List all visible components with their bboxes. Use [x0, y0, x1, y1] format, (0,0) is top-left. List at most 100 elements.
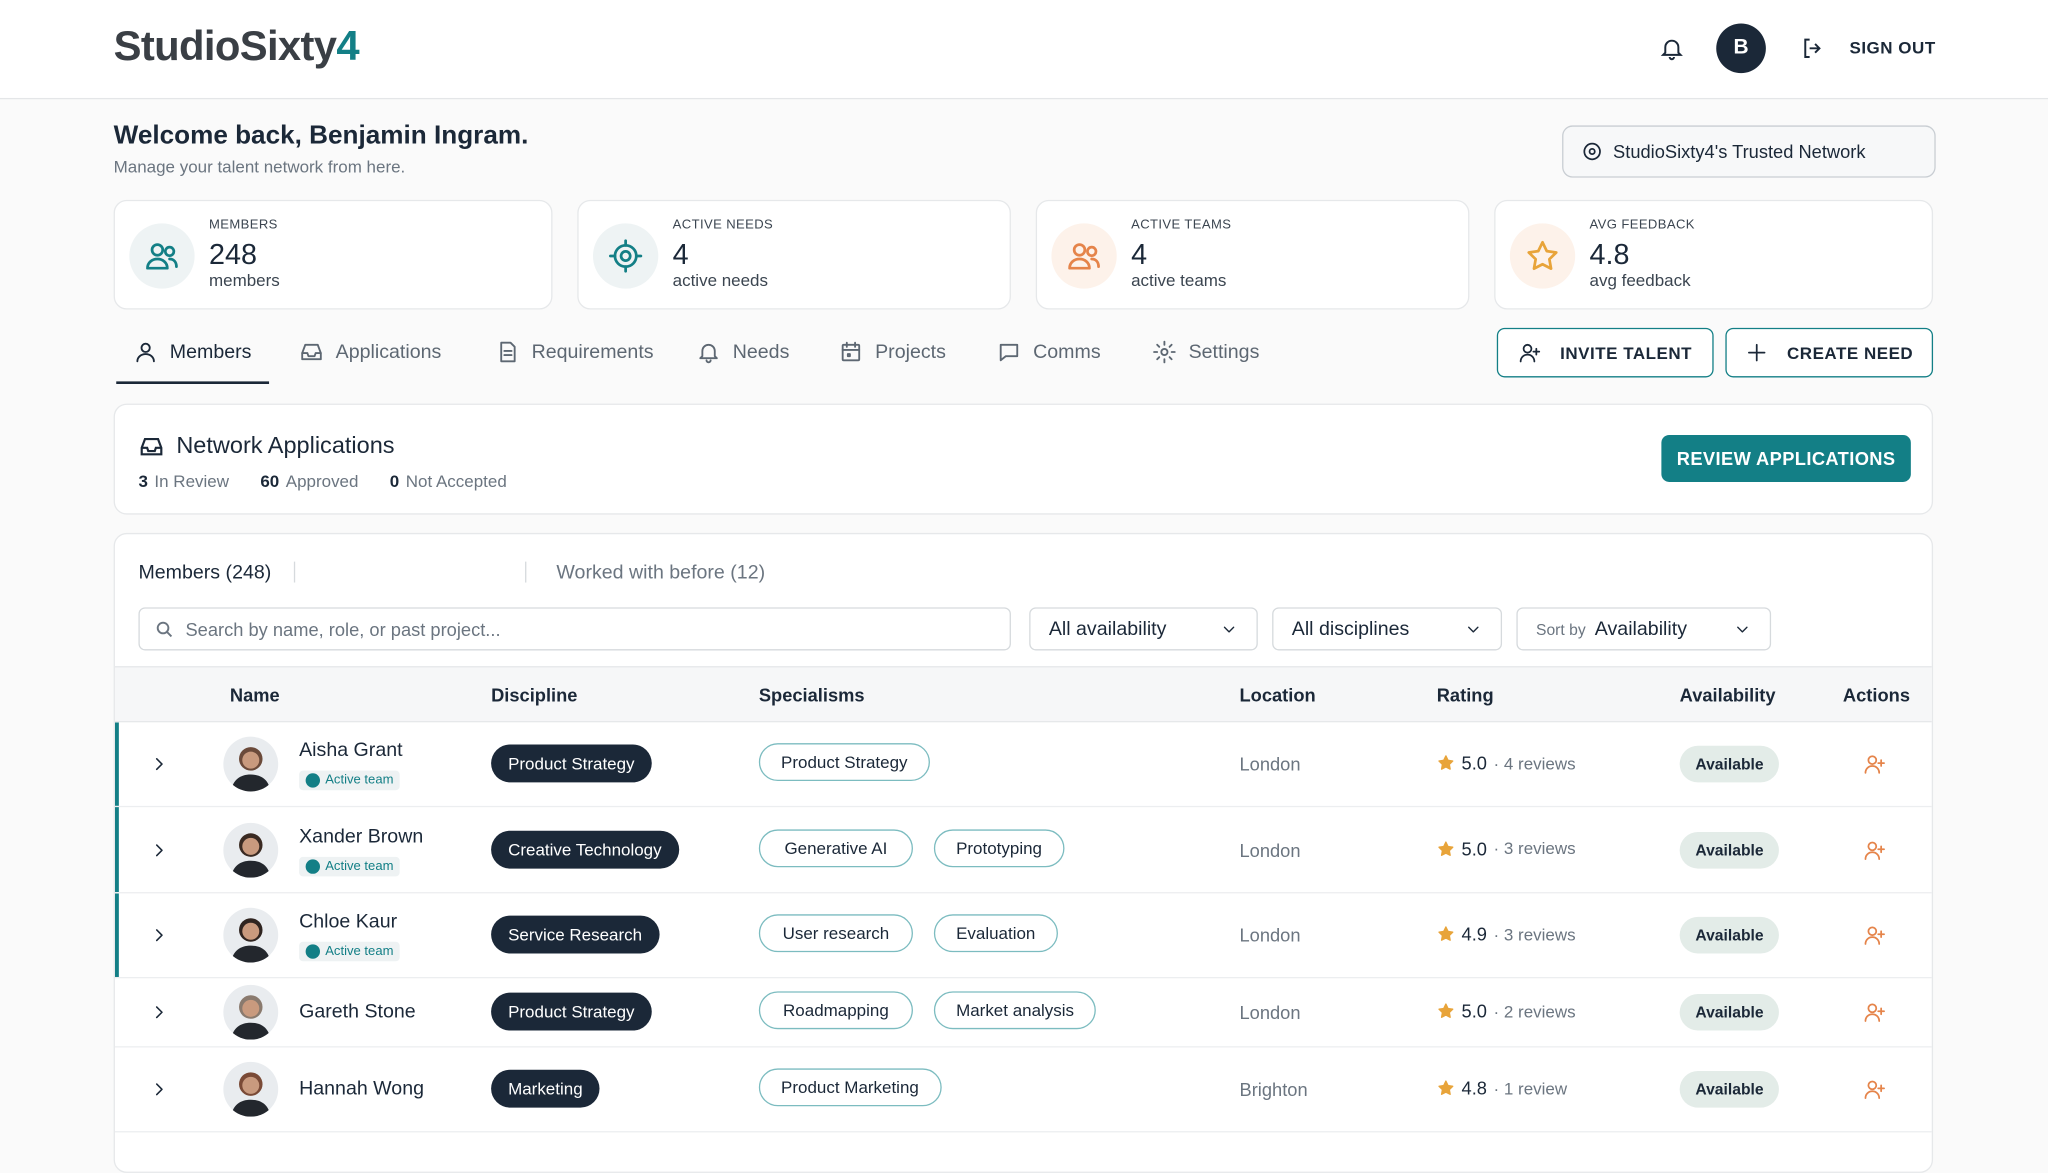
sort-select[interactable]: Sort by Availability: [1516, 607, 1772, 651]
add-to-team-action[interactable]: [1863, 923, 1887, 947]
table-row[interactable]: Aisha Grant Active team Product Strategy Pr…: [114, 722, 1932, 808]
rating-star: [1438, 1080, 1454, 1096]
applications-card: Network Applications 3 In Review 60 Approve…: [113, 403, 1934, 515]
review-applications-button[interactable]: REVIEW APPLICATIONS: [1661, 434, 1911, 482]
rating-star: [1438, 1003, 1454, 1018]
active-team-badge: Active team: [299, 770, 400, 791]
action-icon: [1520, 343, 1541, 363]
location: London: [1239, 924, 1301, 946]
add-to-team-action[interactable]: [1863, 838, 1887, 862]
stat-label: ACTIVE TEAMS: [1131, 218, 1232, 233]
tab-icon: [841, 341, 861, 362]
application-stat: 3 In Review: [138, 472, 229, 492]
tab-icon: [301, 343, 322, 361]
column-header: Rating: [1436, 684, 1494, 706]
inbox-icon: [140, 437, 163, 456]
location: London: [1239, 1001, 1301, 1023]
add-to-team-action[interactable]: [1863, 752, 1887, 776]
stat-value: 248: [208, 237, 257, 271]
specialism-pill: Prototyping: [933, 828, 1065, 867]
badge-check: [305, 773, 320, 788]
members-tab[interactable]: Members (248): [138, 561, 272, 584]
discipline-pill: Service Research: [491, 915, 660, 954]
stat-glyph: [1527, 240, 1558, 271]
tab-icon: [136, 342, 155, 363]
table-row[interactable]: Chloe Kaur Active team Service Research Use…: [114, 893, 1932, 979]
tab-label: Members: [169, 340, 252, 364]
column-header: Actions: [1842, 684, 1910, 706]
table-row[interactable]: Hannah Wong Marketing Product Marketing Bri…: [114, 1048, 1932, 1133]
filter-select[interactable]: All disciplines: [1272, 607, 1503, 651]
add-to-team-action[interactable]: [1863, 1000, 1887, 1024]
table-row[interactable]: Xander Brown Active team Creative Technolo…: [114, 807, 1932, 894]
worked-before-tab[interactable]: Worked with before (12): [556, 561, 766, 584]
location: London: [1239, 753, 1301, 775]
stat-count: 60: [260, 471, 280, 492]
stat-label: AVG FEEDBACK: [1589, 218, 1695, 233]
network-button[interactable]: StudioSixty4's Trusted Network: [1562, 125, 1936, 178]
action-label: INVITE TALENT: [1560, 342, 1693, 363]
member-avatar: [223, 984, 279, 1040]
specialisms: User research Evaluation: [758, 914, 1079, 953]
welcome-title: Welcome back, Benjamin Ingram.: [113, 121, 529, 151]
rating-star: [1438, 755, 1454, 770]
column-header: Discipline: [491, 684, 578, 706]
stat-unit: active teams: [1131, 270, 1227, 290]
table-row[interactable]: Gareth Stone Product Strategy Roadmapping M…: [114, 978, 1932, 1048]
sign-out-icon[interactable]: [1800, 35, 1826, 61]
member-avatar: [223, 736, 279, 792]
user-avatar[interactable]: B: [1716, 23, 1766, 74]
nav-tab[interactable]: Needs: [696, 340, 789, 365]
rating: 5.0 · 2 reviews: [1437, 1000, 1576, 1021]
active-team-badge: Active team: [299, 856, 400, 876]
stat-value: 4.8: [1589, 237, 1630, 271]
welcome-subtitle: Manage your talent network from here.: [113, 156, 406, 177]
rating-value: 5.0: [1461, 752, 1487, 774]
tab-icon: [699, 343, 718, 364]
badge-label: Active team: [325, 944, 394, 959]
rating-value: 4.9: [1461, 923, 1487, 945]
brand-accent: 4: [336, 22, 359, 70]
application-stat: 0 Not Accepted: [390, 472, 507, 492]
expand-chevron: [155, 1083, 163, 1096]
member-avatar: [223, 822, 279, 878]
discipline: Creative Technology: [491, 830, 679, 868]
nav-tab[interactable]: Comms: [997, 340, 1101, 365]
nav-tab[interactable]: Projects: [839, 340, 946, 365]
avatar-photo: [231, 918, 271, 963]
member-name: Xander Brown: [299, 824, 424, 848]
action-button[interactable]: CREATE NEED: [1725, 327, 1934, 378]
discipline: Product Strategy: [491, 992, 652, 1031]
specialisms: Product Marketing: [758, 1068, 962, 1107]
member-name: Chloe Kaur: [299, 910, 398, 933]
expand-chevron: [155, 1006, 163, 1019]
logo[interactable]: StudioSixty4: [113, 22, 360, 70]
brand: StudioSixty: [113, 22, 337, 70]
notifications-icon[interactable]: [1659, 35, 1685, 61]
add-to-team-action[interactable]: [1863, 1078, 1887, 1102]
nav-tab[interactable]: Settings: [1152, 340, 1259, 365]
search-box[interactable]: Search by name, role, or past project...: [138, 607, 1011, 651]
badge-check: [305, 858, 320, 874]
chevron-down: [1468, 625, 1479, 632]
rating: 5.0 · 3 reviews: [1437, 838, 1576, 859]
nav-tab[interactable]: Members: [133, 340, 251, 365]
stat-card: ACTIVE NEEDS 4 active needs: [577, 199, 1011, 310]
tab-label: Projects: [875, 340, 946, 364]
review-count: · 1 review: [1493, 1078, 1568, 1098]
sign-out[interactable]: SIGN OUT: [1849, 37, 1936, 58]
tab-label: Applications: [335, 340, 442, 364]
badge-label: Active team: [325, 858, 394, 874]
discipline-pill: Creative Technology: [491, 830, 679, 868]
specialisms: Product Strategy: [758, 743, 951, 782]
rating: 4.9 · 3 reviews: [1437, 923, 1576, 944]
search-placeholder: Search by name, role, or past project...: [185, 618, 501, 640]
tab-icon: [500, 341, 516, 363]
filter-select[interactable]: All availability: [1029, 607, 1258, 651]
action-button[interactable]: INVITE TALENT: [1496, 327, 1714, 378]
nav-tab[interactable]: Requirements: [495, 340, 654, 365]
review-count: · 3 reviews: [1493, 924, 1576, 944]
stat-card: AVG FEEDBACK 4.8 avg feedback: [1494, 199, 1934, 310]
nav-tab[interactable]: Applications: [299, 340, 441, 365]
